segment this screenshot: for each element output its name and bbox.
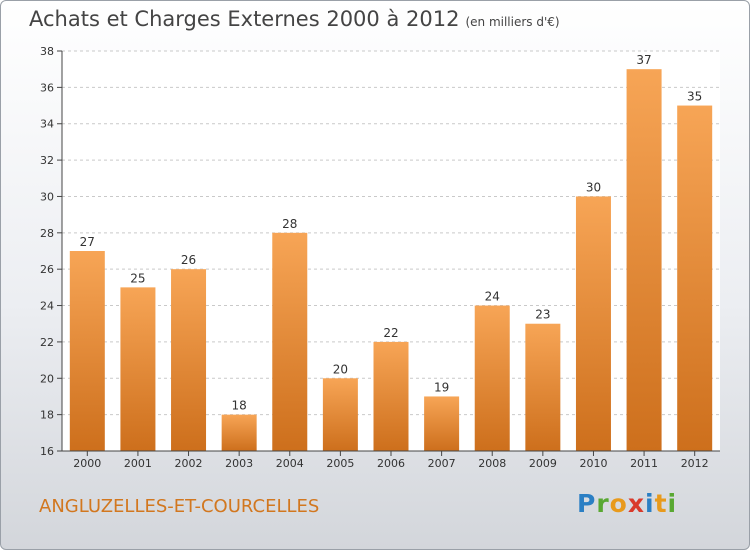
x-tick-label: 2007: [428, 457, 456, 470]
y-tick-label: 30: [40, 190, 54, 203]
bar-value-label: 27: [80, 235, 95, 249]
bar: [272, 232, 308, 451]
bar-value-label: 22: [383, 326, 398, 340]
bar: [677, 105, 713, 451]
bar-value-label: 37: [636, 53, 651, 67]
y-tick-label: 22: [40, 336, 54, 349]
x-tick-label: 2006: [377, 457, 405, 470]
y-tick-label: 36: [40, 81, 54, 94]
bar: [424, 396, 460, 451]
x-tick-label: 2012: [681, 457, 709, 470]
logo-letter: i: [645, 489, 655, 518]
proxiti-logo[interactable]: Proxiti: [577, 489, 677, 518]
chart-title: Achats et Charges Externes 2000 à 2012 (e…: [29, 7, 560, 31]
x-axis-ticks: 2000 2001 2002 2003 2004 2005 2006 2007 2008 2009…: [73, 451, 709, 470]
bar-value-label: 23: [535, 308, 550, 322]
bar-value-label: 35: [687, 90, 702, 104]
logo-letter: r: [596, 489, 610, 518]
bar-value-label: 26: [181, 253, 196, 267]
y-tick-label: 20: [40, 372, 54, 385]
bar: [120, 287, 156, 451]
logo-letter: t: [654, 489, 668, 518]
x-tick-label: 2010: [579, 457, 607, 470]
x-tick-label: 2000: [73, 457, 101, 470]
y-tick-label: 26: [40, 263, 54, 276]
bar: [322, 378, 358, 451]
bar: [575, 196, 611, 451]
x-tick-label: 2002: [175, 457, 203, 470]
chart-unit: (en milliers d'€): [465, 15, 560, 29]
bar-value-label: 20: [333, 362, 348, 376]
x-tick-label: 2003: [225, 457, 253, 470]
bar: [525, 323, 561, 451]
chart-title-text: Achats et Charges Externes 2000 à 2012: [29, 7, 460, 31]
bar-value-label: 25: [130, 271, 145, 285]
y-axis-ticks: 16 18 20 22 24 26 28 30 32 34 36 38: [40, 45, 62, 458]
bar-value-label: 28: [282, 217, 297, 231]
bar-value-label: 19: [434, 380, 449, 394]
y-tick-label: 34: [40, 118, 54, 131]
bar: [474, 305, 510, 451]
logo-letter: P: [577, 489, 597, 518]
logo-letter: i: [667, 489, 678, 518]
y-tick-label: 38: [40, 45, 54, 58]
commune-name: ANGLUZELLES-ET-COURCELLES: [39, 496, 320, 517]
y-tick-label: 32: [40, 154, 54, 167]
bar-value-label: 18: [232, 399, 247, 413]
y-tick-label: 18: [40, 409, 54, 422]
y-tick-label: 28: [40, 227, 54, 240]
x-tick-label: 2009: [529, 457, 557, 470]
bar: [626, 69, 662, 451]
logo-letter: x: [627, 489, 645, 518]
bar-value-label: 30: [586, 180, 601, 194]
y-tick-label: 16: [40, 445, 54, 458]
logo-letter: o: [609, 489, 628, 518]
bar: [171, 269, 207, 451]
x-tick-label: 2005: [326, 457, 354, 470]
x-tick-label: 2011: [630, 457, 658, 470]
y-tick-label: 24: [40, 300, 54, 313]
bar: [221, 414, 257, 451]
x-tick-label: 2008: [478, 457, 506, 470]
bars: 27 25 26 18 28 20 22 19 24 23 30 37 35: [69, 53, 713, 451]
bar: [69, 251, 105, 451]
x-tick-label: 2001: [124, 457, 152, 470]
x-tick-label: 2004: [276, 457, 304, 470]
bar-value-label: 24: [485, 290, 500, 304]
bar: [373, 341, 409, 451]
